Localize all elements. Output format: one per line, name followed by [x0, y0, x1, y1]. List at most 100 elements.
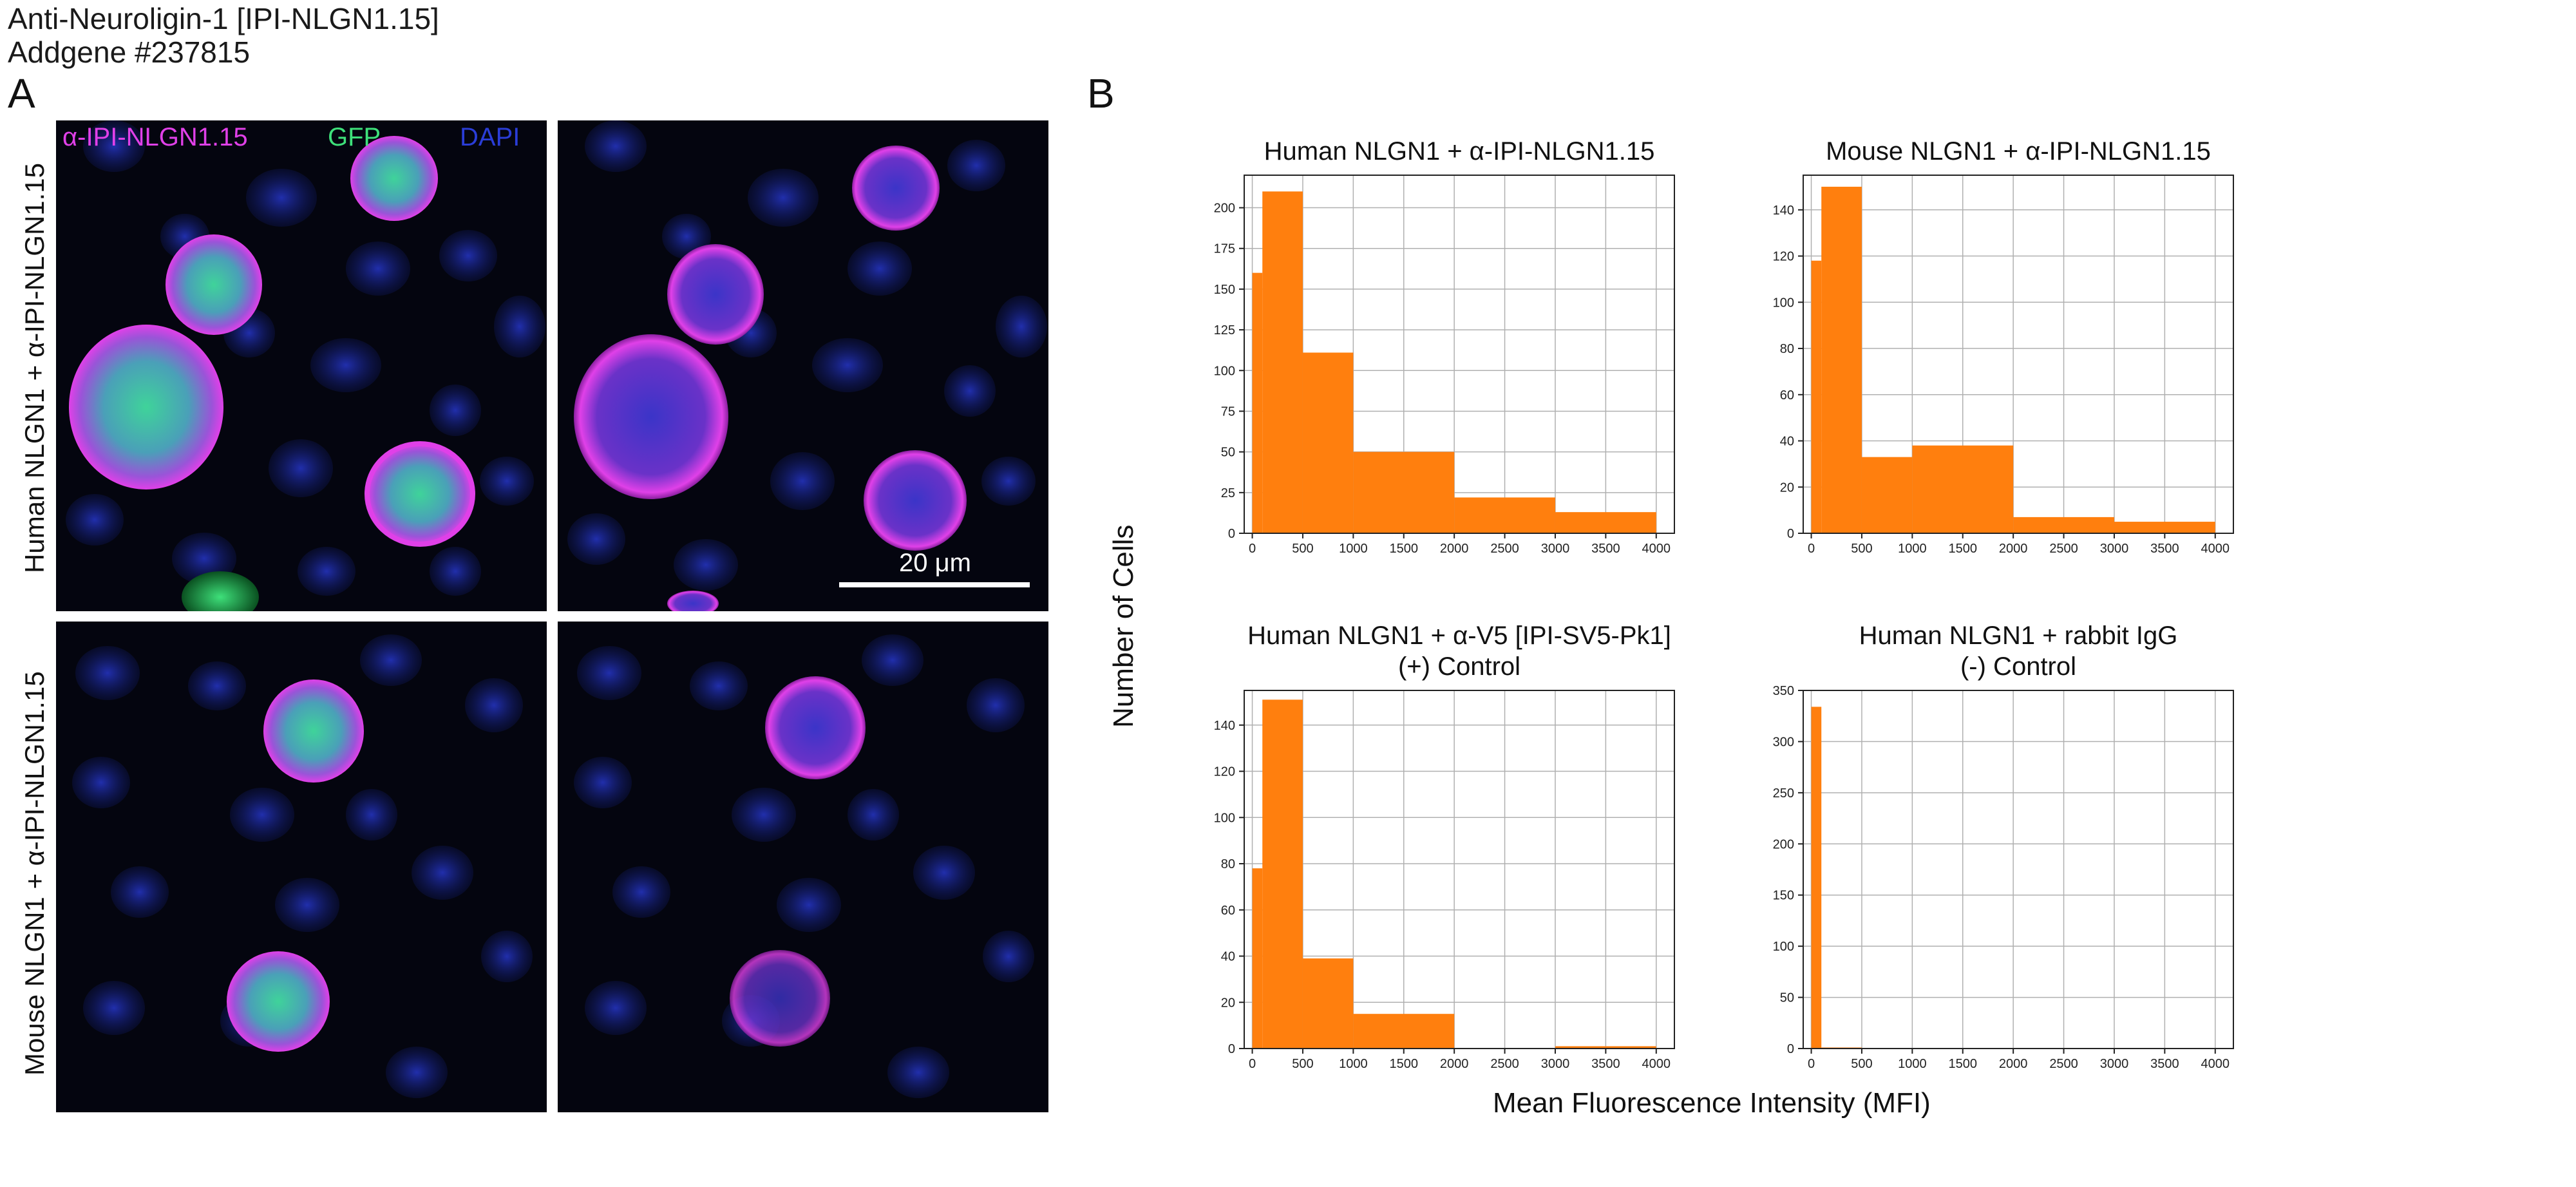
x-tick-label: 3500 [2150, 1057, 2179, 1071]
y-tick-label: 25 [1221, 486, 1235, 500]
cell-merged-2 [166, 234, 262, 335]
micrograph-human-merged: α-IPI-NLGN1.15 GFP DAPI [56, 120, 547, 611]
y-tick-label: 140 [1773, 204, 1794, 218]
micrograph-mouse-merged-image [72, 634, 533, 1098]
legend-antibody: α-IPI-NLGN1.15 [62, 123, 248, 151]
micrograph-mouse-antibody-image [574, 634, 1034, 1098]
x-tick-label: 1500 [1390, 1057, 1419, 1071]
y-tick-label: 0 [1787, 527, 1794, 541]
cell-merged-1 [350, 136, 438, 221]
x-tick-label: 1500 [1390, 542, 1419, 556]
chart-title-line: Human NLGN1 + α-V5 [IPI-SV5-Pk1] [1247, 622, 1671, 650]
micrograph-mouse-antibody [558, 622, 1048, 1112]
cell-antibody-2 [667, 244, 764, 345]
histogram-bar [1252, 868, 1263, 1049]
y-tick-label: 75 [1221, 404, 1235, 419]
y-tick-label: 0 [1228, 527, 1235, 541]
x-tick-label: 2500 [1490, 1057, 1519, 1071]
x-tick-label: 3500 [2150, 542, 2179, 556]
x-axis-title: Mean Fluorescence Intensity (MFI) [1493, 1087, 1931, 1119]
cell-merged-4 [365, 441, 475, 547]
x-tick-label: 3000 [1541, 542, 1570, 556]
cell-mouse-antibody-2 [730, 950, 830, 1047]
cell-mouse-antibody-1 [765, 676, 866, 779]
plot-frame [1803, 690, 2234, 1049]
x-tick-label: 500 [1851, 1057, 1872, 1071]
y-tick-label: 350 [1773, 684, 1794, 698]
background-nuclei-3 [72, 634, 533, 1098]
y-tick-label: 50 [1221, 446, 1235, 460]
y-tick-label: 120 [1773, 250, 1794, 264]
y-tick-label: 150 [1773, 889, 1794, 903]
y-tick-label: 80 [1221, 857, 1235, 871]
x-tick-label: 2000 [1440, 1057, 1469, 1071]
histogram-1: Human NLGN1 + α-IPI-NLGN1.150 500 1000 1500… [1214, 137, 1675, 556]
scale-bar [839, 582, 1030, 587]
cell-antibody-4 [864, 450, 967, 551]
cell-antibody-1 [852, 146, 940, 231]
cell-antibody-3 [574, 334, 728, 499]
histogram-bar [1252, 272, 1263, 533]
y-tick-label: 60 [1221, 904, 1235, 918]
y-tick-label: 250 [1773, 786, 1794, 801]
panel-b-letter: B [1087, 70, 1115, 117]
x-tick-label: 1000 [1339, 542, 1368, 556]
y-tick-label: 140 [1214, 719, 1235, 733]
x-tick-label: 500 [1292, 542, 1313, 556]
cell-mouse-merged-1 [263, 679, 364, 783]
plot-frame [1244, 690, 1675, 1049]
cell-merged-3 [69, 325, 223, 489]
y-tick-label: 40 [1780, 435, 1794, 449]
y-tick-label: 60 [1780, 388, 1794, 403]
x-tick-label: 3000 [1541, 1057, 1570, 1071]
x-tick-label: 2500 [1490, 542, 1519, 556]
y-tick-label: 100 [1773, 940, 1794, 954]
x-tick-label: 3000 [2100, 542, 2129, 556]
x-tick-label: 4000 [2201, 1057, 2230, 1071]
x-tick-label: 2000 [1999, 1057, 2028, 1071]
y-tick-label: 125 [1214, 323, 1235, 337]
y-tick-label: 150 [1214, 283, 1235, 297]
histogram-bar [1912, 445, 2014, 533]
histogram-bar [1302, 958, 1354, 1049]
histogram-bar [1262, 699, 1303, 1049]
addgene-id: Addgene #237815 [8, 35, 251, 69]
x-tick-label: 0 [1808, 542, 1815, 556]
y-tick-label: 300 [1773, 735, 1794, 749]
histogram-bar [1302, 352, 1354, 533]
x-tick-label: 500 [1292, 1057, 1313, 1071]
histogram-bar [1262, 191, 1303, 534]
panel-a-letter: A [8, 70, 35, 117]
histogram-bar [1353, 1014, 1455, 1049]
background-nuclei [66, 120, 545, 596]
x-tick-label: 2000 [1440, 542, 1469, 556]
figure-title: Anti-Neuroligin-1 [IPI-NLGN1.15] [8, 2, 439, 35]
x-tick-label: 0 [1808, 1057, 1815, 1071]
x-tick-label: 3500 [1591, 1057, 1620, 1071]
micrograph-human-merged-image [66, 120, 545, 611]
plot-frame [1803, 175, 2234, 534]
histogram-bar [1555, 1046, 1656, 1049]
y-tick-label: 100 [1214, 811, 1235, 825]
x-tick-label: 1000 [1339, 1057, 1368, 1071]
x-tick-label: 4000 [2201, 542, 2230, 556]
plot-frame [1244, 175, 1675, 534]
chart-title-line: Mouse NLGN1 + α-IPI-NLGN1.15 [1826, 137, 2211, 166]
histogram-bar [1811, 260, 1822, 533]
x-tick-label: 4000 [1642, 542, 1671, 556]
chart-title-line: Human NLGN1 + rabbit IgG [1859, 622, 2178, 650]
histogram-bar [1353, 451, 1455, 533]
histogram-bar [1861, 457, 1913, 533]
micrograph-mouse-merged [56, 622, 547, 1112]
histogram-2: Mouse NLGN1 + α-IPI-NLGN1.150 500 1000 1500… [1773, 137, 2234, 556]
y-tick-label: 175 [1214, 242, 1235, 256]
y-tick-label: 200 [1773, 837, 1794, 851]
histogram-bar [1555, 512, 1656, 533]
y-tick-label: 80 [1780, 342, 1794, 356]
y-tick-label: 120 [1214, 765, 1235, 779]
histogram-bar [1454, 497, 1555, 533]
y-tick-label: 200 [1214, 202, 1235, 216]
y-tick-label: 0 [1787, 1042, 1794, 1056]
